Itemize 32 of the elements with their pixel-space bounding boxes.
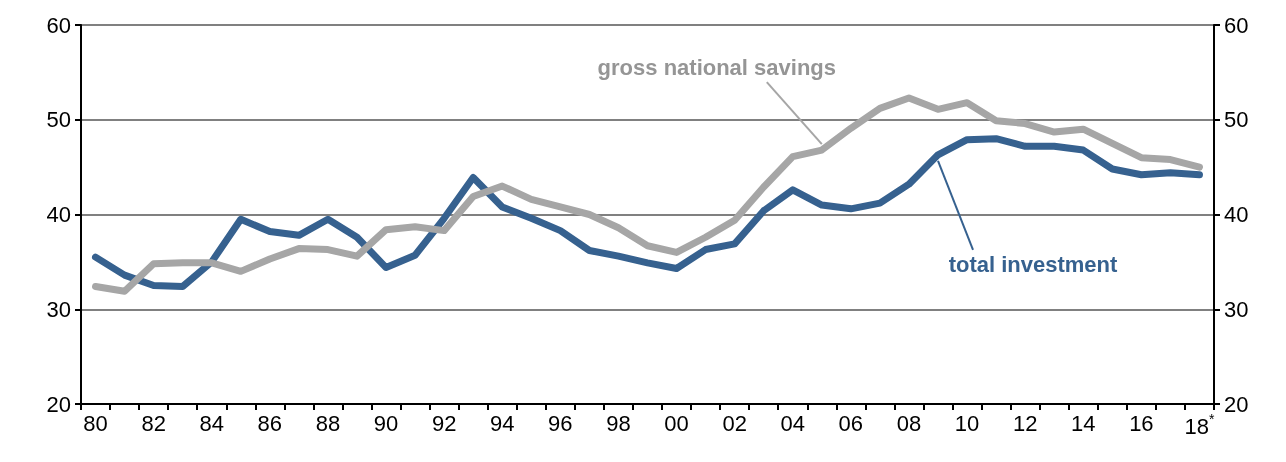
x-tick-label: 86 xyxy=(257,410,283,436)
x-tick-label: 82 xyxy=(141,410,166,436)
y2-tick-label: 60 xyxy=(1224,12,1249,38)
y-tick-label: 60 xyxy=(46,12,71,38)
x-tick-label: 00 xyxy=(664,410,689,436)
y2-tick-label: 20 xyxy=(1224,391,1249,417)
x-tick-label: 84 xyxy=(199,410,224,436)
x-tick-label: 80 xyxy=(83,410,108,436)
x-tick-label: 92 xyxy=(431,410,457,436)
x-tick-label: 04 xyxy=(780,410,805,436)
x-tick-label: 96 xyxy=(548,410,573,436)
y-tick-label: 30 xyxy=(46,296,71,322)
y-tick-label: 40 xyxy=(46,202,71,227)
x-tick-label: 90 xyxy=(373,410,399,436)
y2-tick-label: 40 xyxy=(1224,202,1249,227)
text: total investment xyxy=(948,252,1119,278)
x-tick-label: 98 xyxy=(606,410,631,436)
x-tick-label: 94 xyxy=(490,410,515,436)
y-tick-label: 50 xyxy=(46,107,71,133)
y2-tick-label: 30 xyxy=(1224,296,1249,322)
x-tick-label: 16 xyxy=(1129,410,1154,436)
text: gross national savings xyxy=(597,54,837,80)
x-tick-label: 10 xyxy=(954,410,980,436)
x-tick-label: 12 xyxy=(1012,410,1038,436)
x-tick-label: 06 xyxy=(838,410,864,436)
y-tick-label: 20 xyxy=(46,391,71,417)
x-tick-label: 02 xyxy=(722,410,747,436)
x-tick-label: 14 xyxy=(1071,410,1096,436)
x-tick-label: 08 xyxy=(896,410,922,436)
x-tick-label: 18* xyxy=(1184,411,1215,439)
x-tick-label: 88 xyxy=(315,410,341,436)
y2-tick-label: 50 xyxy=(1224,107,1249,133)
